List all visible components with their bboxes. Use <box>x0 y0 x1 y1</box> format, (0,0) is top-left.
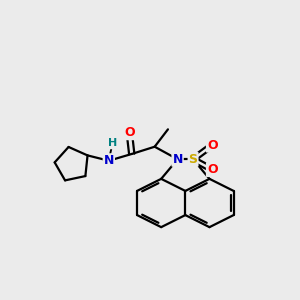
Text: N: N <box>103 154 114 167</box>
Text: O: O <box>207 163 217 176</box>
Text: O: O <box>207 139 217 152</box>
Text: O: O <box>124 126 135 139</box>
Text: H: H <box>108 138 117 148</box>
Text: N: N <box>172 153 183 166</box>
Text: S: S <box>189 153 198 166</box>
